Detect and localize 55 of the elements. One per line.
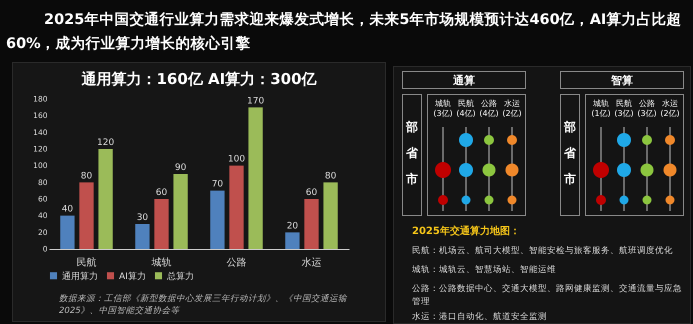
text: 公路 (4亿)	[478, 99, 500, 119]
bar	[154, 199, 169, 249]
bar	[229, 166, 244, 249]
text: 城轨：城轨云、智慧场站、智能运维	[412, 264, 557, 277]
text: 部	[564, 120, 576, 134]
text: 水运 (2亿)	[501, 99, 523, 119]
bar	[248, 107, 263, 249]
legend-label: 通用算力	[62, 270, 98, 282]
data-label: 60	[156, 188, 168, 198]
text: 市	[406, 171, 418, 188]
text: 民航：机场云、航司大模型、智能安检与旅客服务、航班调度优化	[412, 245, 674, 258]
legend-label: 总算力	[166, 270, 194, 282]
text: 城轨 (3亿)	[432, 99, 454, 119]
legend-label: AI算力	[119, 270, 146, 282]
chart-title: 通用算力：160亿 AI算力：300亿	[80, 70, 318, 88]
data-label: 60	[306, 188, 318, 198]
data-label: 70	[212, 180, 224, 190]
data-label: 100	[228, 154, 246, 165]
x-tick-label: 民航	[76, 256, 96, 268]
text: 2025年中国交通行业算力需求迎来爆发式增长，未来5年市场规模预计达460亿，AI算力占比超60%，成为行业算力增长的核心引擎	[6, 10, 682, 54]
text: 2025年交通算力地图：	[412, 225, 521, 238]
text: 水运 (2亿)	[659, 99, 681, 119]
x-tick-label: 公路	[226, 256, 246, 268]
text: 智算	[560, 71, 684, 89]
x-tick-label: 城轨	[150, 256, 172, 268]
bar	[98, 149, 113, 249]
text: 民航 (4亿)	[455, 99, 477, 119]
text: 城轨 (1亿)	[590, 99, 612, 119]
bar	[304, 199, 319, 249]
bar	[210, 190, 225, 249]
data-label: 30	[136, 213, 148, 223]
bar	[135, 224, 150, 249]
source-note: 数据来源：工信部《新型数据中心发展三年行动计划》、《中国交通运输2025》、中国智能交通协会等	[59, 293, 348, 317]
text: 省	[564, 146, 576, 160]
bar	[323, 182, 338, 249]
text: 公路 (3亿)	[636, 99, 658, 119]
data-label: 40	[62, 204, 74, 215]
x-tick-label: 水运	[302, 256, 322, 268]
text: 民航 (3亿)	[613, 99, 635, 119]
bar	[60, 216, 75, 249]
data-label: 80	[324, 171, 337, 182]
text: 市	[564, 172, 576, 186]
text: 省	[406, 145, 418, 162]
text: 通算	[402, 71, 526, 89]
data-label: 80	[80, 171, 92, 182]
bar	[285, 232, 300, 249]
data-label: 20	[286, 221, 298, 232]
text: 公路：公路数据中心、交通大模型、路网健康监测、交通流量与应急管理	[412, 283, 682, 309]
data-label: 120	[96, 138, 114, 148]
text: 部	[406, 119, 418, 136]
text: 水运：港口自动化、航道安全监测	[412, 311, 548, 324]
data-label: 170	[246, 96, 264, 106]
data-label: 90	[174, 163, 187, 173]
bar	[79, 182, 94, 249]
bar	[173, 174, 188, 249]
